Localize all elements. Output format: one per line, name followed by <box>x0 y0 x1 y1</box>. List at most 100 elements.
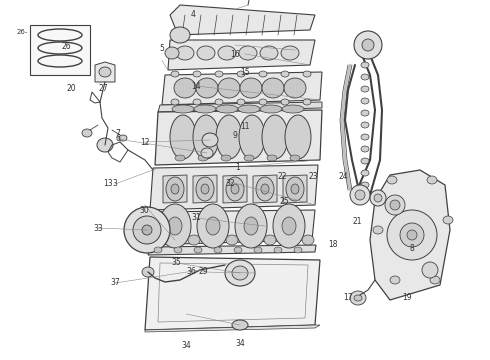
Text: 16: 16 <box>230 50 240 59</box>
Polygon shape <box>283 175 307 203</box>
Text: 21: 21 <box>353 217 363 226</box>
Text: 25: 25 <box>279 197 289 206</box>
Polygon shape <box>168 40 315 70</box>
Ellipse shape <box>232 266 248 280</box>
Polygon shape <box>145 210 315 245</box>
Ellipse shape <box>218 46 236 60</box>
Ellipse shape <box>244 217 258 235</box>
Ellipse shape <box>387 176 397 184</box>
Ellipse shape <box>226 235 238 245</box>
Text: 35: 35 <box>172 258 181 267</box>
Ellipse shape <box>237 99 245 105</box>
Ellipse shape <box>443 216 453 224</box>
Ellipse shape <box>354 295 362 301</box>
Polygon shape <box>162 72 322 105</box>
Text: 7: 7 <box>115 129 120 138</box>
Ellipse shape <box>284 78 306 98</box>
Polygon shape <box>172 30 185 40</box>
Text: 26: 26 <box>61 42 71 51</box>
Ellipse shape <box>361 146 369 152</box>
Ellipse shape <box>142 225 152 235</box>
Ellipse shape <box>281 99 289 105</box>
Text: 32: 32 <box>225 179 235 188</box>
Ellipse shape <box>264 235 276 245</box>
Text: 5: 5 <box>159 44 164 53</box>
Ellipse shape <box>215 99 223 105</box>
Ellipse shape <box>281 46 299 60</box>
Ellipse shape <box>400 223 424 247</box>
Ellipse shape <box>82 129 92 137</box>
Ellipse shape <box>361 62 369 68</box>
Ellipse shape <box>361 170 369 176</box>
Ellipse shape <box>166 177 184 201</box>
Ellipse shape <box>267 155 277 161</box>
Polygon shape <box>163 175 187 203</box>
Ellipse shape <box>254 247 262 253</box>
Ellipse shape <box>154 247 162 253</box>
Ellipse shape <box>260 46 278 60</box>
Ellipse shape <box>165 47 179 59</box>
Ellipse shape <box>234 247 242 253</box>
Text: 29: 29 <box>198 267 208 276</box>
Text: 19: 19 <box>402 292 412 302</box>
Ellipse shape <box>362 39 374 51</box>
Ellipse shape <box>133 216 161 244</box>
Polygon shape <box>370 170 450 300</box>
Text: 4: 4 <box>191 10 196 19</box>
Text: 33: 33 <box>93 224 103 233</box>
Ellipse shape <box>231 184 239 194</box>
Polygon shape <box>158 102 322 112</box>
Text: 6: 6 <box>115 134 120 143</box>
Ellipse shape <box>197 46 215 60</box>
Ellipse shape <box>170 27 190 43</box>
Ellipse shape <box>197 204 229 248</box>
Ellipse shape <box>171 99 179 105</box>
Ellipse shape <box>198 155 208 161</box>
Text: 24: 24 <box>338 172 348 181</box>
Ellipse shape <box>159 204 191 248</box>
Text: 37: 37 <box>110 278 120 287</box>
Ellipse shape <box>237 71 245 77</box>
Ellipse shape <box>142 267 154 277</box>
Ellipse shape <box>175 155 185 161</box>
Ellipse shape <box>282 217 296 235</box>
Text: 1: 1 <box>235 163 240 172</box>
Ellipse shape <box>174 78 196 98</box>
Ellipse shape <box>239 115 265 159</box>
Ellipse shape <box>361 74 369 80</box>
Ellipse shape <box>232 320 248 330</box>
Ellipse shape <box>427 176 437 184</box>
Text: 15: 15 <box>240 68 250 77</box>
Ellipse shape <box>214 247 222 253</box>
Text: 27: 27 <box>98 84 108 93</box>
Text: 34: 34 <box>181 341 191 350</box>
Ellipse shape <box>193 115 219 159</box>
Ellipse shape <box>422 262 438 278</box>
Ellipse shape <box>294 247 302 253</box>
Ellipse shape <box>256 177 274 201</box>
Ellipse shape <box>226 177 244 201</box>
Ellipse shape <box>193 99 201 105</box>
Ellipse shape <box>273 204 305 248</box>
Ellipse shape <box>354 31 382 59</box>
Text: 12: 12 <box>140 138 149 147</box>
Ellipse shape <box>361 158 369 164</box>
Text: 18: 18 <box>328 240 338 249</box>
Ellipse shape <box>218 78 240 98</box>
Ellipse shape <box>286 177 304 201</box>
Ellipse shape <box>361 182 369 188</box>
Ellipse shape <box>194 247 202 253</box>
Text: 26-: 26- <box>17 29 28 35</box>
Text: 31: 31 <box>191 213 201 222</box>
Ellipse shape <box>172 105 194 113</box>
Ellipse shape <box>244 155 254 161</box>
Text: 9: 9 <box>233 131 238 140</box>
Ellipse shape <box>170 115 196 159</box>
Ellipse shape <box>407 230 417 240</box>
Ellipse shape <box>235 204 267 248</box>
Ellipse shape <box>374 194 382 202</box>
Polygon shape <box>170 5 315 35</box>
Polygon shape <box>148 245 316 255</box>
Ellipse shape <box>259 71 267 77</box>
Text: 13: 13 <box>103 179 113 188</box>
